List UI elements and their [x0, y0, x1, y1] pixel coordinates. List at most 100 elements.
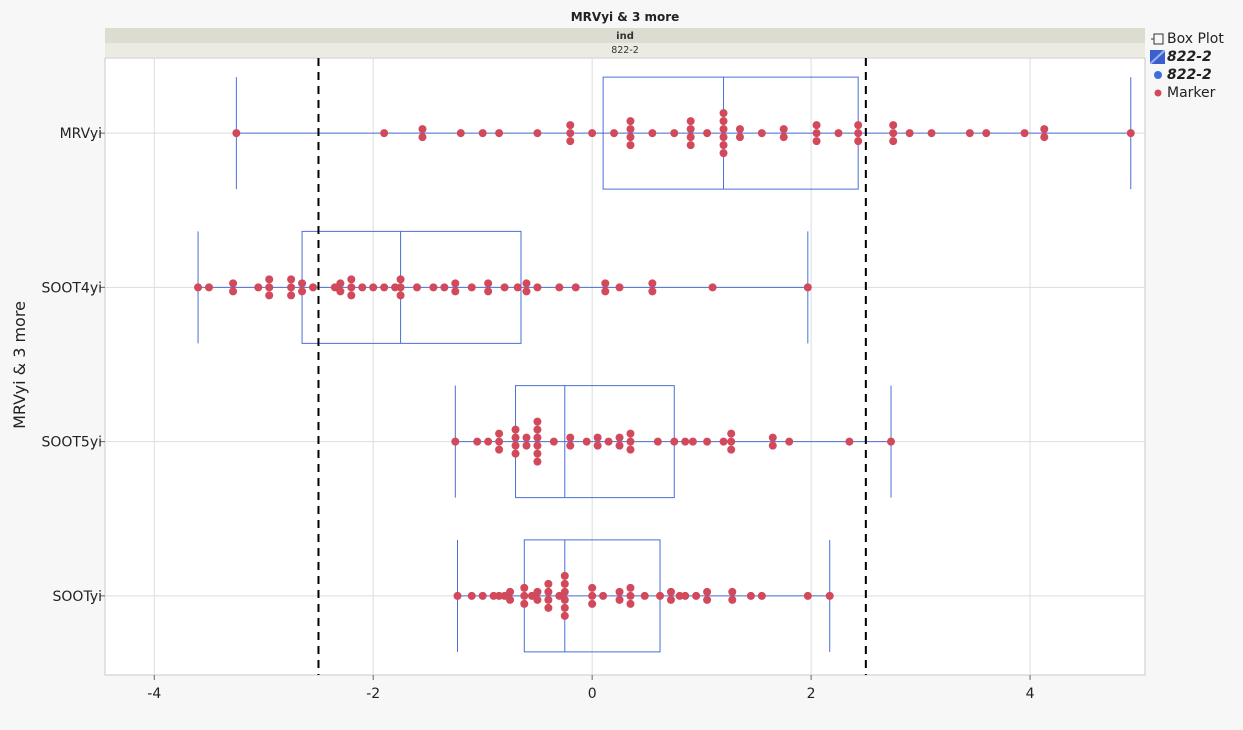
- data-point: [703, 595, 712, 604]
- data-point: [533, 449, 542, 458]
- data-point: [533, 283, 542, 292]
- data-point: [330, 283, 339, 292]
- data-point: [610, 129, 619, 138]
- data-point: [566, 441, 575, 450]
- data-point: [854, 121, 863, 130]
- data-point: [506, 595, 515, 604]
- data-point: [500, 283, 509, 292]
- data-point: [719, 141, 728, 150]
- data-point: [727, 437, 736, 446]
- data-point: [982, 129, 991, 138]
- data-point: [298, 279, 307, 288]
- data-point: [708, 283, 717, 292]
- data-point: [626, 125, 635, 134]
- data-point: [757, 129, 766, 138]
- data-point: [544, 587, 553, 596]
- data-point: [681, 591, 690, 600]
- data-point: [566, 433, 575, 442]
- legend-item-blue-marker[interactable]: 822-2: [1150, 66, 1224, 84]
- data-point: [511, 441, 520, 450]
- data-point: [254, 283, 263, 292]
- data-point: [205, 283, 213, 292]
- data-point: [666, 587, 675, 596]
- data-point: [478, 591, 487, 600]
- legend-item-box-plot[interactable]: Box Plot: [1150, 30, 1224, 48]
- data-point: [467, 591, 476, 600]
- data-point: [703, 129, 712, 138]
- data-point: [520, 599, 529, 608]
- data-point: [413, 283, 421, 292]
- data-point: [495, 429, 504, 438]
- data-point: [825, 591, 834, 600]
- legend-item-box-swatch[interactable]: 822-2: [1150, 48, 1224, 66]
- group-value-band: [105, 43, 1145, 57]
- data-point: [495, 437, 504, 446]
- data-point: [347, 283, 356, 292]
- data-point: [418, 125, 427, 134]
- x-tick-label: 0: [588, 686, 597, 702]
- data-point: [640, 591, 649, 600]
- data-point: [803, 283, 812, 292]
- data-point: [588, 129, 597, 138]
- data-point: [560, 603, 569, 612]
- data-point: [533, 129, 542, 138]
- data-point: [533, 417, 542, 426]
- data-point: [887, 437, 896, 446]
- data-point: [511, 425, 520, 434]
- data-point: [854, 129, 863, 138]
- data-point: [571, 283, 580, 292]
- data-point: [511, 433, 520, 442]
- data-point: [560, 579, 569, 588]
- data-point: [728, 595, 737, 604]
- data-point: [670, 129, 679, 138]
- data-point: [653, 437, 662, 446]
- data-point: [511, 449, 520, 458]
- data-point: [854, 137, 863, 146]
- data-point: [533, 457, 542, 466]
- chart-title: MRVyi & 3 more: [571, 10, 680, 24]
- data-point: [549, 437, 558, 446]
- data-point: [845, 437, 854, 446]
- data-point: [727, 429, 736, 438]
- data-point: [812, 137, 821, 146]
- data-point: [560, 587, 569, 596]
- data-point: [347, 275, 356, 284]
- data-point: [484, 437, 493, 446]
- data-point: [686, 133, 695, 142]
- data-point: [1040, 133, 1049, 142]
- data-point: [380, 129, 389, 138]
- data-point: [692, 591, 701, 600]
- data-point: [593, 441, 602, 450]
- reference-lines: [317, 58, 867, 675]
- data-point: [336, 287, 345, 296]
- data-point: [785, 437, 794, 446]
- data-point: [298, 287, 307, 296]
- data-point: [533, 441, 542, 450]
- x-tick-label: 4: [1026, 686, 1035, 702]
- data-point: [615, 441, 624, 450]
- data-point: [336, 279, 345, 288]
- data-point: [229, 279, 238, 288]
- data-point: [347, 291, 356, 300]
- data-point: [615, 595, 624, 604]
- box-plot-icon: [1150, 32, 1165, 46]
- data-point: [287, 291, 296, 300]
- legend-item-marker[interactable]: Marker: [1150, 84, 1224, 102]
- data-point: [456, 129, 465, 138]
- data-point: [626, 445, 635, 454]
- data-point: [703, 587, 712, 596]
- data-point: [369, 283, 378, 292]
- data-point: [604, 437, 613, 446]
- data-point: [812, 121, 821, 130]
- data-point: [533, 595, 542, 604]
- group-header-label: ind: [616, 31, 634, 42]
- data-point: [626, 429, 635, 438]
- data-point: [478, 129, 487, 138]
- data-point: [905, 129, 914, 138]
- data-point: [309, 283, 317, 292]
- legend-label: Box Plot: [1167, 31, 1224, 47]
- data-point: [467, 283, 476, 292]
- data-point: [484, 287, 493, 296]
- y-axis-categories: MRVyi SOOT4yi SOOT5yi SOOTyi: [41, 126, 105, 605]
- data-point: [1020, 129, 1029, 138]
